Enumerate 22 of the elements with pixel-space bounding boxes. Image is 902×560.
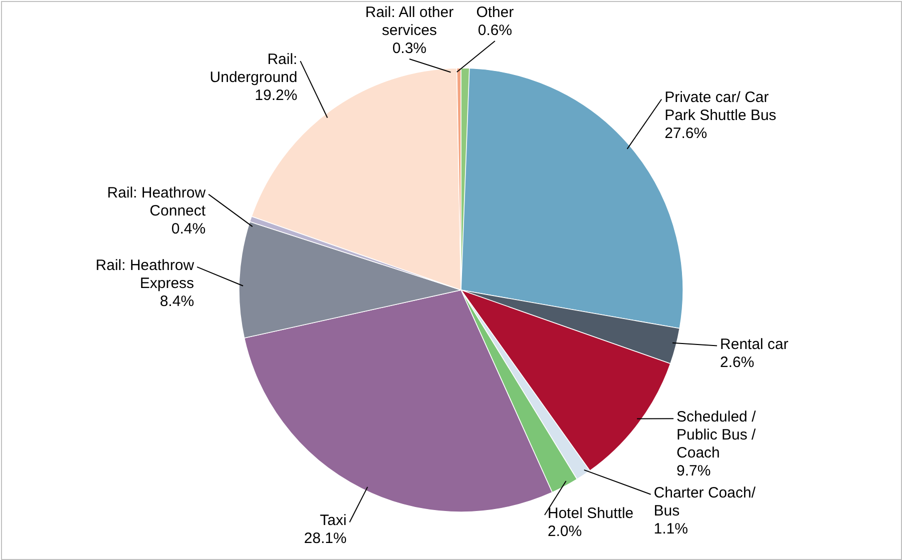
slice-label: Charter Coach/ Bus bbox=[654, 484, 756, 520]
slice-label: Taxi bbox=[320, 512, 347, 530]
data-label: 0.4% bbox=[171, 220, 206, 238]
slice-label: Rail: Underground bbox=[210, 51, 298, 86]
data-label: 0.3% bbox=[392, 40, 427, 57]
data-label: 2.6% bbox=[720, 354, 754, 371]
slice-label: Scheduled / Public Bus / Coach bbox=[676, 408, 757, 462]
slice-label: Rail: Heathrow Express bbox=[96, 256, 194, 292]
slice-label: Private car/ Car Park Shuttle Bus bbox=[664, 89, 776, 124]
data-label: 8.4% bbox=[160, 292, 194, 310]
slice-label: Rental car bbox=[720, 336, 788, 353]
slice-label: Other bbox=[476, 4, 514, 21]
data-label: 2.0% bbox=[548, 522, 582, 540]
slice-label: Hotel Shuttle bbox=[548, 504, 634, 522]
data-label: 9.7% bbox=[676, 462, 711, 480]
data-label: 19.2% bbox=[254, 87, 298, 104]
data-label: 28.1% bbox=[304, 530, 347, 548]
data-label: 0.6% bbox=[478, 22, 512, 39]
slice-label: Rail: Heathrow Connect bbox=[107, 184, 206, 220]
data-label: 1.1% bbox=[654, 520, 688, 538]
data-label: 27.6% bbox=[664, 125, 708, 142]
slice-label: Rail: All other services bbox=[365, 4, 454, 39]
